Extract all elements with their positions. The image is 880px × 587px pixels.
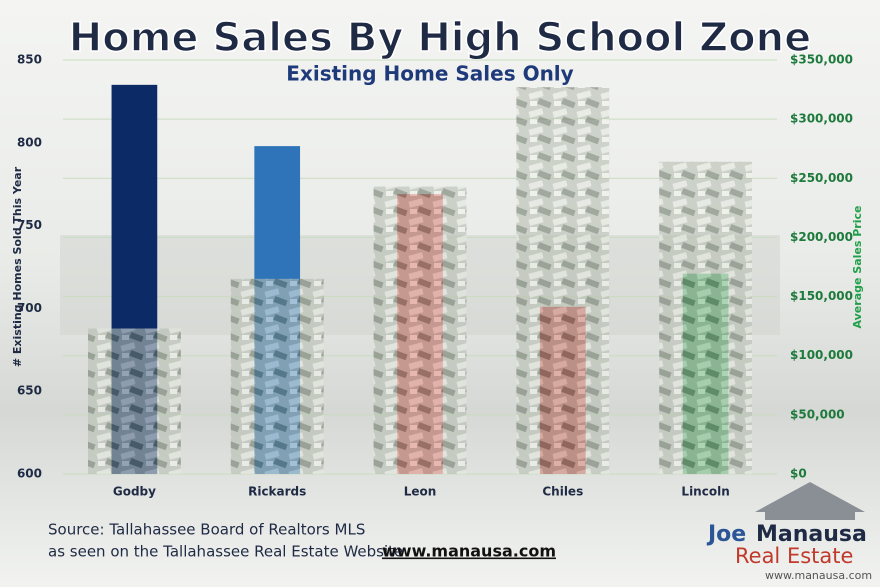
y-tick-label: 800 [17, 135, 42, 149]
x-tick-label: Godby [113, 485, 156, 499]
y2-tick-label: $0 [790, 467, 807, 481]
price-bar [373, 186, 467, 474]
y2-tick-label: $200,000 [790, 230, 853, 244]
y2-tick-label: $50,000 [790, 407, 845, 421]
y2-tick-label: $300,000 [790, 112, 853, 126]
y-axis-label: # Existing Homes Sold This Year [11, 166, 24, 367]
y2-tick-label: $150,000 [790, 289, 853, 303]
y2-tick-label: $250,000 [790, 171, 853, 185]
price-bar [230, 278, 324, 474]
y-tick-label: 700 [17, 301, 42, 315]
logo-first: Joe [706, 522, 746, 547]
logo-house [755, 482, 865, 520]
y2-axis-label: Average Sales Price [851, 206, 864, 329]
y-tick-label: 850 [17, 53, 42, 67]
logo-last: Manausa [756, 522, 867, 547]
logo-tagline: Real Estate [735, 544, 853, 568]
y-tick-label: 750 [17, 218, 42, 232]
source-note: as seen on the Tallahassee Real Estate W… [48, 543, 403, 561]
source: Source: Tallahassee Board of Realtors ML… [48, 521, 365, 539]
y2-tick-label: $350,000 [790, 53, 853, 67]
chart-title: Home Sales By High School Zone [69, 15, 811, 61]
y-tick-label: 650 [17, 384, 42, 398]
y2-tick-label: $100,000 [790, 348, 853, 362]
price-bar [516, 87, 610, 474]
x-tick-label: Rickards [248, 485, 306, 499]
x-tick-label: Lincoln [681, 485, 729, 499]
price-bar [87, 328, 181, 474]
chart-subtitle: Existing Home Sales Only [286, 62, 573, 86]
y-tick-label: 600 [17, 467, 42, 481]
logo-url: www.manausa.com [765, 569, 872, 582]
x-tick-label: Leon [404, 485, 437, 499]
x-tick-label: Chiles [542, 485, 583, 499]
price-bar [659, 161, 753, 474]
website[interactable]: www.manausa.com [382, 542, 556, 561]
